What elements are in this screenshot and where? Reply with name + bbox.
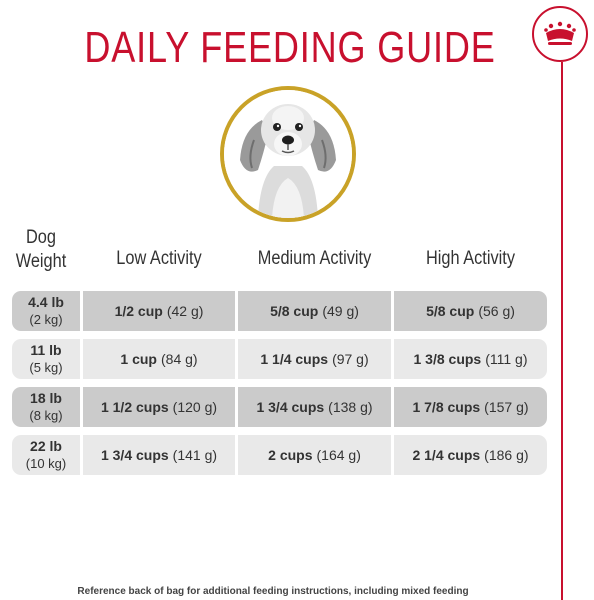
- low-activity-cell: 1 3/4 cups (141 g): [83, 435, 235, 475]
- medium-activity-cell: 1 3/4 cups (138 g): [238, 387, 391, 427]
- weight-cell: 18 lb (8 kg): [12, 387, 80, 427]
- crown-icon: [544, 21, 576, 45]
- medium-activity-cell: 2 cups (164 g): [238, 435, 391, 475]
- weight-column-header: Dog Weight: [15, 227, 67, 272]
- header-low-activity: Low Activity: [116, 248, 202, 269]
- table-row: 4.4 lb (2 kg) 1/2 cup (42 g) 5/8 cup (49 g…: [12, 291, 547, 331]
- table-row: 18 lb (8 kg) 1 1/2 cups (120 g) 1 3/4 cup…: [12, 387, 547, 427]
- medium-activity-cell: 1 1/4 cups (97 g): [238, 339, 391, 379]
- weight-cell: 22 lb (10 kg): [12, 435, 80, 475]
- low-activity-cell: 1 1/2 cups (120 g): [83, 387, 235, 427]
- high-activity-cell: 2 1/4 cups (186 g): [394, 435, 547, 475]
- high-activity-cell: 1 3/8 cups (111 g): [394, 339, 547, 379]
- table-row: 11 lb (5 kg) 1 cup (84 g) 1 1/4 cups (97 g…: [12, 339, 547, 379]
- dog-portrait: [224, 90, 352, 218]
- medium-activity-cell: 5/8 cup (49 g): [238, 291, 391, 331]
- high-activity-cell: 1 7/8 cups (157 g): [394, 387, 547, 427]
- header-medium-activity: Medium Activity: [257, 248, 372, 269]
- page-title: DAILY FEEDING GUIDE: [84, 23, 496, 72]
- low-activity-cell: 1 cup (84 g): [83, 339, 235, 379]
- header-high-activity: High Activity: [425, 248, 515, 269]
- brand-badge: [532, 6, 588, 62]
- footnote: Reference back of bag for additional fee…: [77, 586, 469, 597]
- table-row: 22 lb (10 kg) 1 3/4 cups (141 g) 2 cups (1…: [12, 435, 547, 475]
- high-activity-cell: 5/8 cup (56 g): [394, 291, 547, 331]
- dog-photo-badge: [220, 86, 356, 222]
- brand-side-line: [561, 62, 563, 600]
- weight-cell: 11 lb (5 kg): [12, 339, 80, 379]
- low-activity-cell: 1/2 cup (42 g): [83, 291, 235, 331]
- weight-cell: 4.4 lb (2 kg): [12, 291, 80, 331]
